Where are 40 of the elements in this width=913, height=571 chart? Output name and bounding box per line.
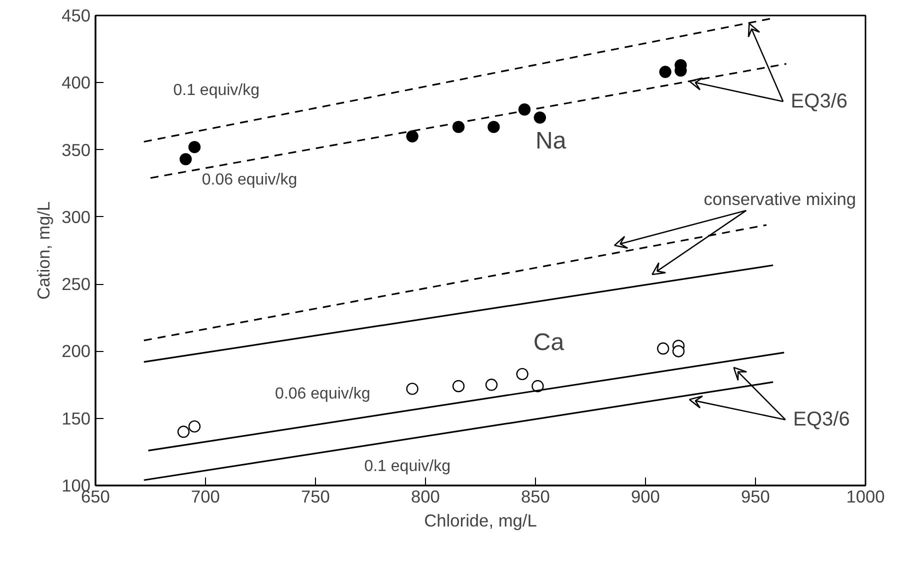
point (672, 345, 685, 358)
x-axis-title: Chloride, mg/L (424, 510, 538, 530)
x-tick-label: 750 (301, 486, 330, 506)
point (406, 382, 418, 395)
point (188, 420, 201, 433)
y-tick-label: 400 (62, 72, 91, 93)
annotation: 0.06 equiv/kg (202, 172, 298, 188)
annotation: conservative mixing (704, 188, 856, 209)
y-tick-label: 300 (62, 206, 91, 227)
point (534, 111, 546, 124)
point (518, 103, 531, 116)
y-axis-title: Cation, mg/L (34, 201, 54, 300)
annotation: 0.06 equiv/kg (275, 385, 370, 402)
x-tick-label: 900 (631, 486, 660, 506)
point (406, 130, 418, 142)
x-tick-label: 800 (411, 486, 440, 506)
y-tick-label: 250 (62, 274, 91, 294)
point (488, 120, 500, 134)
y-tick-label: 200 (62, 341, 91, 362)
series-label: Na (536, 128, 567, 154)
y-tick-label: 350 (62, 140, 91, 160)
annotation: EQ3/6 (793, 408, 850, 431)
point (452, 380, 465, 392)
point (657, 342, 670, 355)
y-tick-label: 150 (62, 408, 91, 428)
y-tick-label: 450 (62, 6, 91, 26)
annotation: 0.1 equiv/kg (173, 82, 260, 100)
point (177, 426, 190, 438)
annotation: 0.1 equiv/kg (364, 458, 450, 476)
point (180, 153, 192, 166)
point (188, 141, 201, 154)
point (659, 66, 672, 78)
series-label: Ca (533, 329, 565, 356)
annotation: EQ3/6 (790, 90, 848, 113)
x-tick-label: 700 (191, 486, 220, 506)
x-tick-label: 850 (521, 486, 550, 506)
point (485, 378, 498, 391)
x-tick-label: 950 (741, 486, 770, 506)
point (516, 368, 528, 380)
x-tick-label: 1000 (846, 486, 885, 506)
